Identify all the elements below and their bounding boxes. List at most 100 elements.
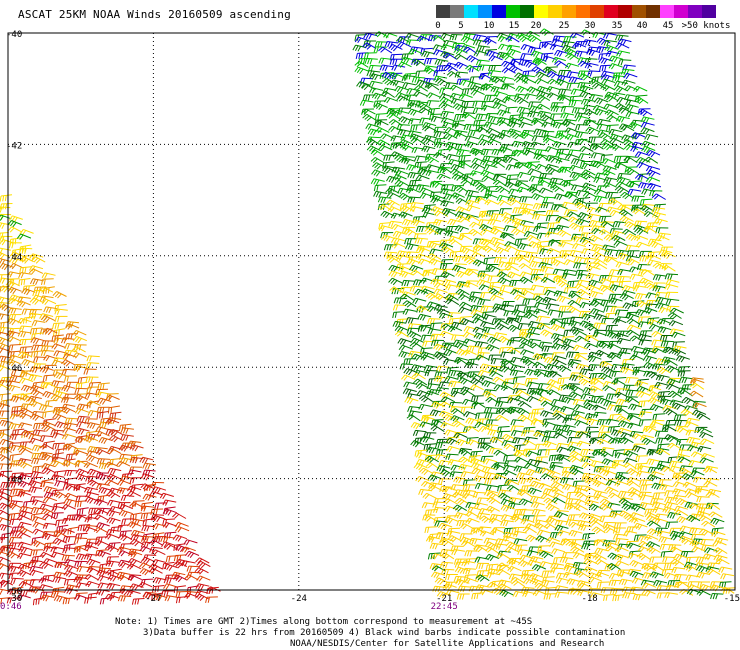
wind-barb xyxy=(61,433,77,440)
wind-barb xyxy=(611,378,626,386)
wind-barb xyxy=(699,457,714,464)
wind-barb xyxy=(421,50,436,58)
wind-barb xyxy=(588,385,603,393)
wind-barb xyxy=(61,359,76,367)
wind-barb xyxy=(440,50,455,59)
wind-barb xyxy=(530,501,545,509)
wind-barb xyxy=(51,343,66,350)
wind-barb xyxy=(42,374,56,382)
wind-barb xyxy=(605,541,620,549)
wind-barb xyxy=(481,175,496,182)
wind-barb xyxy=(494,400,509,408)
legend-swatch xyxy=(590,5,604,18)
wind-barb xyxy=(436,173,451,180)
wind-barb xyxy=(580,448,594,456)
wind-barb xyxy=(72,448,87,455)
wind-barb xyxy=(590,299,605,308)
wind-barb xyxy=(10,369,25,376)
wind-barb xyxy=(120,427,134,434)
wind-barb xyxy=(602,182,617,189)
wind-barb xyxy=(562,417,577,424)
wind-barb xyxy=(403,368,418,376)
wind-barb xyxy=(0,347,11,354)
wind-barb xyxy=(636,161,651,169)
wind-barb xyxy=(696,496,710,503)
wind-barb xyxy=(127,521,142,529)
wind-barb xyxy=(40,345,54,352)
wind-barb xyxy=(531,213,546,221)
wind-barb xyxy=(403,94,417,101)
wind-barb xyxy=(373,184,387,192)
wind-barb xyxy=(0,239,14,246)
wind-barb xyxy=(0,562,10,570)
wind-barb xyxy=(509,369,524,377)
wind-barb xyxy=(72,335,87,344)
wind-barb xyxy=(18,447,33,454)
wind-barb xyxy=(587,354,602,363)
wind-barb xyxy=(72,329,87,337)
wind-barb xyxy=(644,156,659,164)
wind-barb xyxy=(29,437,44,445)
wind-barb xyxy=(652,413,666,421)
wind-barb xyxy=(52,576,67,584)
wind-barb xyxy=(718,566,733,573)
wind-barb xyxy=(359,99,374,107)
wind-barb xyxy=(95,448,111,456)
wind-barb xyxy=(9,374,23,382)
wind-barb xyxy=(606,502,621,509)
wind-barb xyxy=(0,232,9,239)
wind-barb xyxy=(605,418,620,425)
wind-barb xyxy=(0,446,12,453)
wind-barb xyxy=(464,361,479,369)
wind-barb xyxy=(6,384,21,392)
wind-barb xyxy=(28,400,43,408)
wind-barb xyxy=(354,66,369,74)
wind-barb xyxy=(0,262,14,271)
wind-barb xyxy=(432,501,446,508)
wind-barb xyxy=(536,315,550,322)
wind-barb xyxy=(42,522,57,530)
wind-barb xyxy=(74,408,90,415)
wind-barb xyxy=(422,340,436,347)
wind-barb xyxy=(664,273,679,280)
wind-barb xyxy=(41,278,54,285)
wind-barb xyxy=(83,368,97,375)
wind-barb xyxy=(550,323,566,332)
wind-barb xyxy=(61,517,76,525)
wind-barb xyxy=(520,356,535,364)
wind-barb xyxy=(19,228,34,236)
wind-barb xyxy=(476,64,490,71)
wind-barb xyxy=(108,434,124,443)
legend-label: >50 knots xyxy=(681,21,731,31)
wind-barb xyxy=(552,121,567,129)
wind-barb xyxy=(510,419,524,426)
wind-barb xyxy=(632,593,646,601)
legend-swatch xyxy=(688,5,702,18)
wind-barb xyxy=(6,462,21,470)
wind-speed-legend: 0 5 10 15 20 25 30 35 40 45 >50 knots xyxy=(435,5,736,35)
wind-barb xyxy=(432,219,447,226)
wind-barb xyxy=(9,251,25,259)
wind-barb xyxy=(29,327,43,335)
wind-barb xyxy=(466,205,481,212)
wind-barb xyxy=(671,331,686,339)
wind-barb xyxy=(484,489,499,496)
wind-barb xyxy=(52,413,67,421)
wind-barb xyxy=(533,225,547,233)
wind-barb xyxy=(73,483,86,491)
wind-barb xyxy=(390,212,405,219)
wind-barb xyxy=(509,279,523,287)
wind-barb xyxy=(7,350,21,358)
wind-barb xyxy=(583,342,599,349)
wind-barb xyxy=(618,578,633,586)
wind-barb xyxy=(442,358,457,366)
legend-swatch xyxy=(618,5,632,18)
wind-barb xyxy=(554,60,569,68)
wind-barb xyxy=(85,475,99,483)
wind-barb xyxy=(545,154,560,162)
wind-barb xyxy=(493,449,508,457)
wind-barb xyxy=(374,113,388,120)
wind-barb xyxy=(161,541,176,548)
legend-swatch xyxy=(576,5,590,18)
wind-barb xyxy=(578,153,592,160)
